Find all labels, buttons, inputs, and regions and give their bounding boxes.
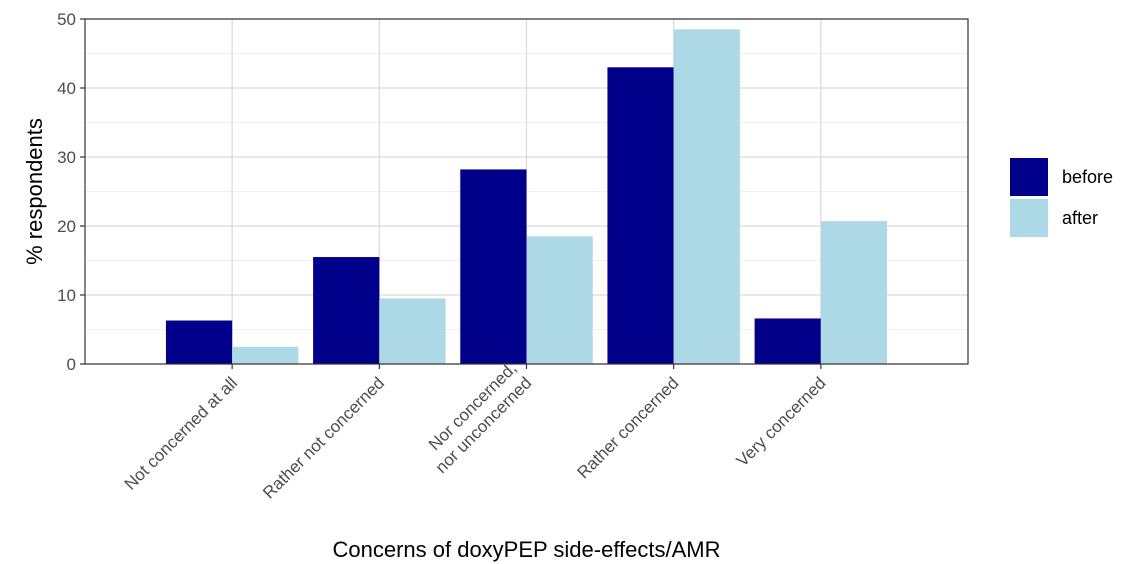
- y-axis-title: % respondents: [22, 118, 47, 265]
- bar-after: [673, 29, 740, 364]
- bar-before: [460, 169, 527, 364]
- y-tick-label: 20: [57, 217, 76, 236]
- bar-before: [607, 67, 674, 365]
- legend-label-after: after: [1062, 208, 1098, 228]
- y-tick-label: 0: [67, 355, 76, 374]
- legend-swatch-before: [1010, 158, 1048, 196]
- bar-before: [754, 318, 821, 364]
- x-tick-label: Very concerned: [733, 373, 830, 470]
- bar-after: [232, 346, 299, 364]
- x-tick-label: Rather not concerned: [259, 373, 388, 502]
- bar-after: [820, 221, 888, 364]
- bar-after: [526, 236, 593, 364]
- y-axis: 0 10 20 30 40 50: [57, 10, 85, 374]
- x-tick-label: Not concerned at all: [121, 373, 241, 493]
- x-tick-label: Rather concerned: [574, 373, 683, 482]
- bars: [165, 29, 888, 365]
- x-axis: Not concerned at all Rather not concerned…: [121, 359, 830, 503]
- bar-before: [313, 257, 380, 364]
- legend-label-before: before: [1062, 167, 1113, 187]
- y-tick-label: 10: [57, 286, 76, 305]
- legend: before after: [1010, 158, 1113, 237]
- legend-swatch-after: [1010, 199, 1048, 237]
- y-tick-label: 40: [57, 79, 76, 98]
- y-tick-label: 30: [57, 148, 76, 167]
- bar-after: [379, 298, 446, 364]
- bar-before: [165, 320, 233, 364]
- x-axis-title: Concerns of doxyPEP side-effects/AMR: [332, 537, 720, 562]
- x-tick-label: Nor concerned,nor unconcerned: [417, 359, 536, 478]
- y-tick-label: 50: [57, 10, 76, 29]
